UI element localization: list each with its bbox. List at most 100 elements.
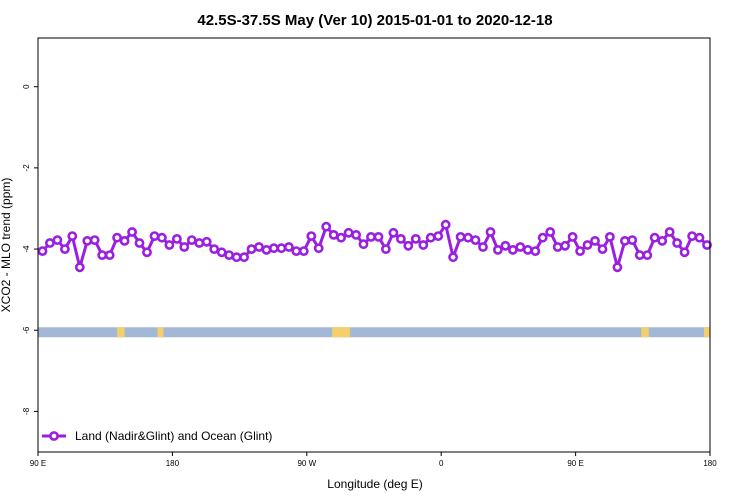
data-point bbox=[52, 235, 63, 245]
y-tick-label: 0 bbox=[22, 84, 31, 89]
data-point bbox=[306, 231, 317, 241]
land-segment bbox=[641, 327, 649, 338]
data-point bbox=[440, 219, 451, 230]
data-point bbox=[627, 235, 638, 245]
y-axis-label: XCO2 - MLO trend (ppm) bbox=[0, 178, 13, 313]
data-point bbox=[298, 246, 309, 256]
data-point bbox=[664, 227, 675, 237]
data-point bbox=[343, 227, 354, 238]
data-point bbox=[104, 250, 115, 260]
data-point bbox=[239, 252, 249, 263]
data-point bbox=[156, 232, 167, 243]
x-tick-label: 180 bbox=[703, 459, 717, 468]
plot-frame bbox=[37, 37, 711, 453]
data-point bbox=[45, 238, 55, 248]
ocean-band bbox=[38, 327, 710, 338]
data-point bbox=[89, 235, 100, 245]
x-tick-label: 180 bbox=[166, 459, 180, 468]
land-segment bbox=[157, 327, 164, 338]
data-point bbox=[702, 240, 712, 250]
data-point bbox=[127, 227, 137, 237]
data-point bbox=[575, 246, 585, 256]
data-point bbox=[209, 244, 220, 254]
data-point bbox=[112, 232, 122, 243]
data-point bbox=[321, 221, 332, 232]
data-point bbox=[537, 232, 548, 243]
data-point bbox=[448, 252, 458, 263]
data-point bbox=[388, 227, 399, 238]
land-segment bbox=[332, 327, 351, 338]
data-point bbox=[634, 250, 645, 260]
data-point bbox=[620, 235, 630, 246]
y-tick-label: -8 bbox=[22, 407, 31, 415]
data-point bbox=[231, 252, 242, 263]
x-axis-label: Longitude (deg E) bbox=[327, 477, 422, 491]
data-point bbox=[485, 227, 496, 237]
series-layer bbox=[37, 219, 712, 273]
y-tick-label: -6 bbox=[22, 326, 31, 334]
data-point bbox=[552, 242, 563, 252]
data-point bbox=[74, 262, 85, 273]
y-tick-label: -2 bbox=[22, 164, 31, 172]
data-point bbox=[373, 231, 384, 242]
data-point bbox=[687, 231, 697, 241]
data-point bbox=[351, 229, 361, 240]
data-point bbox=[410, 233, 421, 244]
data-point bbox=[500, 240, 511, 251]
data-point bbox=[261, 244, 272, 255]
data-point bbox=[433, 231, 444, 241]
data-point bbox=[649, 232, 660, 243]
data-point bbox=[672, 238, 682, 248]
data-point bbox=[37, 246, 48, 256]
legend-marker-swatch bbox=[49, 431, 59, 441]
data-point bbox=[149, 231, 160, 241]
land-segment bbox=[117, 327, 125, 338]
data-point bbox=[268, 243, 279, 254]
data-point bbox=[470, 235, 481, 245]
data-point bbox=[358, 239, 369, 250]
data-point bbox=[82, 235, 93, 246]
data-point bbox=[142, 247, 152, 258]
data-point bbox=[567, 231, 578, 242]
data-point bbox=[694, 232, 705, 243]
data-point bbox=[418, 240, 429, 250]
data-point bbox=[582, 240, 593, 250]
data-point bbox=[97, 250, 108, 260]
data-point bbox=[597, 244, 608, 254]
chart-title: 42.5S-37.5S May (Ver 10) 2015-01-01 to 2… bbox=[197, 12, 552, 29]
data-point bbox=[605, 231, 615, 242]
data-point bbox=[545, 227, 556, 237]
data-point bbox=[515, 242, 526, 252]
data-point bbox=[291, 246, 302, 256]
data-point bbox=[67, 231, 78, 241]
data-point bbox=[164, 240, 175, 250]
data-point bbox=[642, 250, 653, 260]
data-point bbox=[366, 231, 376, 242]
data-point bbox=[395, 233, 406, 244]
x-axis-ticks: 90 E 180 90 W 0 90 E 180 bbox=[30, 452, 717, 468]
data-point bbox=[455, 231, 466, 242]
legend-label: Land (Nadir&Glint) and Ocean (Glint) bbox=[75, 429, 272, 443]
data-point bbox=[492, 244, 503, 255]
x-tick-label: 90 E bbox=[567, 459, 583, 468]
data-point bbox=[403, 240, 414, 251]
data-point bbox=[425, 232, 436, 243]
y-tick-label: -4 bbox=[22, 245, 31, 253]
data-point bbox=[171, 233, 182, 244]
x-tick-label: 90 W bbox=[297, 459, 316, 468]
data-point bbox=[560, 240, 570, 251]
data-point bbox=[134, 238, 145, 248]
data-point bbox=[119, 235, 130, 246]
surface-band bbox=[38, 327, 710, 338]
data-point bbox=[313, 243, 324, 254]
data-point bbox=[522, 244, 533, 255]
data-point bbox=[657, 235, 668, 246]
x-tick-label: 90 E bbox=[30, 459, 46, 468]
data-point bbox=[276, 243, 287, 254]
land-segment bbox=[704, 327, 710, 338]
data-point bbox=[186, 235, 197, 245]
data-point bbox=[679, 247, 690, 258]
data-point bbox=[283, 242, 294, 252]
data-point bbox=[380, 244, 391, 254]
